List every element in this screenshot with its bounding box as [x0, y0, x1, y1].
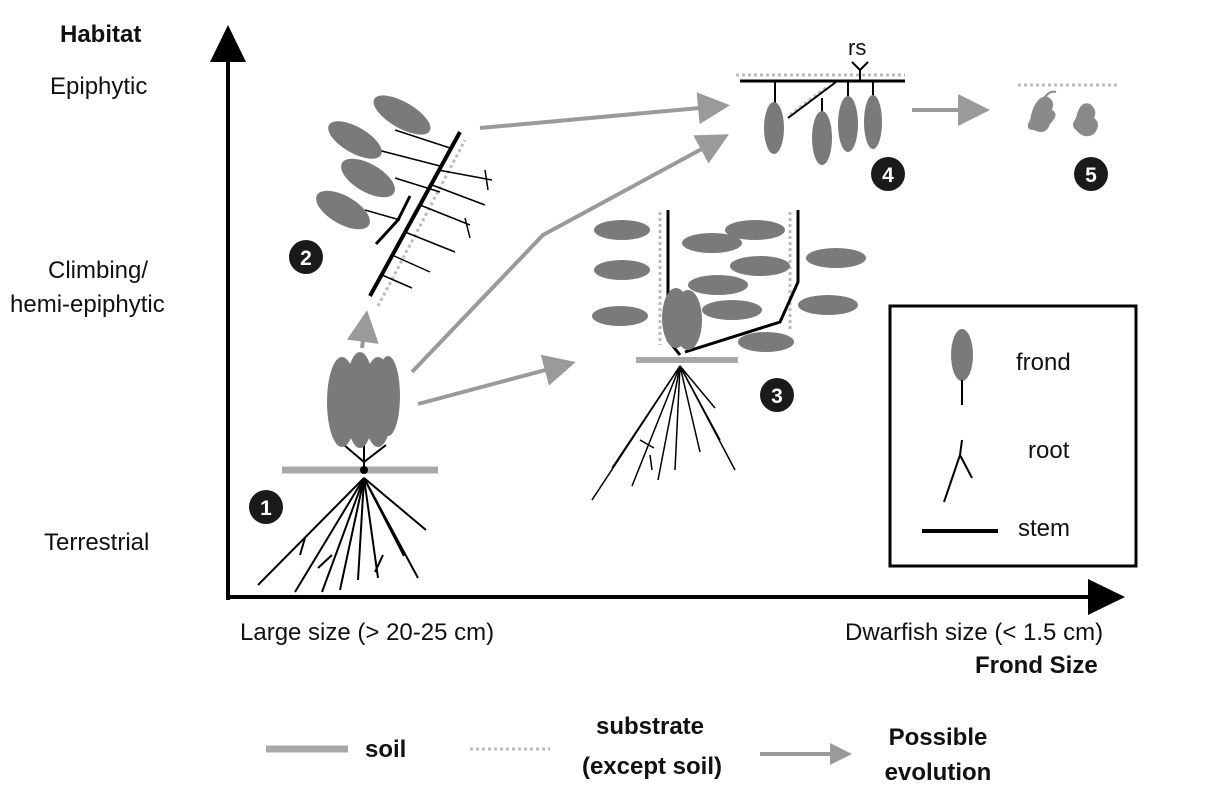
stage-4-badge [871, 157, 905, 191]
stage-1-number: 1 [260, 497, 272, 520]
evolution-label-2: evolution [885, 759, 992, 786]
habitat-hemi-epiphytic: hemi-epiphytic [10, 291, 165, 318]
substrate-label-2: (except soil) [582, 753, 722, 780]
stage-2-badge [289, 240, 323, 274]
x-axis-arrowhead [1088, 579, 1125, 615]
arrow-1-to-3 [417, 354, 576, 406]
stage-2-number: 2 [300, 247, 312, 270]
y-axis-arrowhead [210, 25, 246, 62]
x-axis-title: Frond Size [975, 652, 1098, 679]
stage-3-number: 3 [771, 385, 783, 408]
stage-2-plant [316, 95, 493, 307]
stage-badges: 1 2 3 4 5 [249, 157, 1108, 524]
stage-5-plant [1018, 83, 1118, 137]
axes [210, 25, 1125, 615]
soil-label: soil [365, 736, 406, 763]
stage-1-badge [249, 490, 283, 524]
arrow-2-to-4 [479, 92, 730, 130]
stage-4-number: 4 [882, 164, 894, 187]
legend-root-icon [943, 439, 973, 503]
legend-box: frond root stem [888, 304, 1138, 568]
substrate-label-1: substrate [596, 713, 704, 740]
evolution-label-1: Possible [889, 724, 988, 751]
stage-5-badge [1074, 157, 1108, 191]
stage-5-number: 5 [1085, 164, 1097, 187]
habitat-epiphytic: Epiphytic [50, 73, 147, 100]
legend-frond-label: frond [1016, 349, 1071, 376]
stage-1-plant [257, 352, 438, 593]
evolution-swatch-head [830, 743, 852, 765]
stage-3-plant [591, 210, 866, 501]
x-axis-right-label: Dwarfish size (< 1.5 cm) [845, 619, 1103, 646]
habitat-terrestrial: Terrestrial [44, 529, 149, 556]
stage-4-plant: rs [736, 35, 905, 165]
arrow-1-to-2 [346, 310, 379, 349]
legend-root-label: root [1028, 437, 1070, 464]
evolution-arrows [346, 92, 990, 406]
legend-frond-icon [951, 329, 973, 381]
x-axis-left-label: Large size (> 20-25 cm) [240, 619, 494, 646]
habitat-climbing: Climbing/ [48, 257, 148, 284]
legend-stem-label: stem [1018, 515, 1070, 542]
bottom-legend: soil substrate (except soil) Possible ev… [266, 713, 991, 786]
y-axis-title: Habitat [60, 21, 141, 48]
rs-label: rs [848, 35, 866, 60]
arrow-1-to-4 [410, 134, 730, 374]
stage-3-badge [760, 378, 794, 412]
